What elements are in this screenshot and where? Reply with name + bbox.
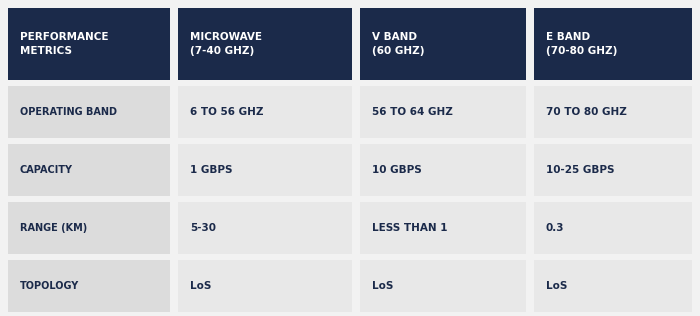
Bar bbox=[8, 8, 170, 80]
Bar bbox=[8, 202, 170, 254]
Text: LESS THAN 1: LESS THAN 1 bbox=[372, 223, 447, 233]
Text: RANGE (KM): RANGE (KM) bbox=[20, 223, 88, 233]
Text: 5-30: 5-30 bbox=[190, 223, 216, 233]
Text: 0.3: 0.3 bbox=[546, 223, 564, 233]
Text: 10-25 GBPS: 10-25 GBPS bbox=[546, 165, 615, 175]
Bar bbox=[534, 8, 692, 80]
Bar bbox=[360, 202, 526, 254]
Text: E BAND
(70-80 GHZ): E BAND (70-80 GHZ) bbox=[546, 33, 617, 56]
Bar bbox=[8, 144, 170, 196]
Bar bbox=[178, 86, 352, 138]
Text: PERFORMANCE
METRICS: PERFORMANCE METRICS bbox=[20, 33, 108, 56]
Bar bbox=[178, 202, 352, 254]
Bar bbox=[178, 8, 352, 80]
Text: LoS: LoS bbox=[372, 281, 393, 291]
Text: TOPOLOGY: TOPOLOGY bbox=[20, 281, 79, 291]
Bar bbox=[178, 260, 352, 312]
Text: OPERATING BAND: OPERATING BAND bbox=[20, 107, 117, 117]
Text: 70 TO 80 GHZ: 70 TO 80 GHZ bbox=[546, 107, 627, 117]
Bar bbox=[360, 8, 526, 80]
Bar bbox=[360, 260, 526, 312]
Bar bbox=[534, 144, 692, 196]
Bar bbox=[360, 86, 526, 138]
Bar bbox=[360, 144, 526, 196]
Text: 1 GBPS: 1 GBPS bbox=[190, 165, 232, 175]
Bar bbox=[534, 86, 692, 138]
Bar bbox=[8, 260, 170, 312]
Bar bbox=[178, 144, 352, 196]
Text: MICROWAVE
(7-40 GHZ): MICROWAVE (7-40 GHZ) bbox=[190, 33, 262, 56]
Bar bbox=[8, 86, 170, 138]
Text: LoS: LoS bbox=[190, 281, 211, 291]
Text: V BAND
(60 GHZ): V BAND (60 GHZ) bbox=[372, 33, 424, 56]
Bar bbox=[534, 260, 692, 312]
Text: CAPACITY: CAPACITY bbox=[20, 165, 73, 175]
Text: 6 TO 56 GHZ: 6 TO 56 GHZ bbox=[190, 107, 263, 117]
Text: LoS: LoS bbox=[546, 281, 568, 291]
Text: 56 TO 64 GHZ: 56 TO 64 GHZ bbox=[372, 107, 453, 117]
Text: 10 GBPS: 10 GBPS bbox=[372, 165, 421, 175]
Bar bbox=[534, 202, 692, 254]
